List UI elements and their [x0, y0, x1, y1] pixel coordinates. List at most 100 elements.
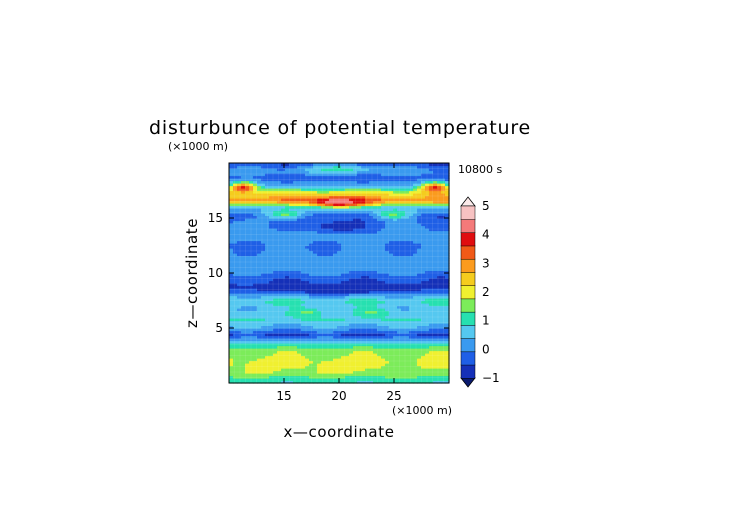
- heatmap-cell: [421, 178, 426, 182]
- heatmap-cell: [269, 313, 274, 317]
- heatmap-cell: [229, 310, 234, 314]
- heatmap-cell: [337, 318, 342, 322]
- heatmap-cell: [237, 188, 242, 192]
- heatmap-cell: [241, 265, 246, 269]
- heatmap-cell: [285, 235, 290, 239]
- heatmap-cell: [433, 333, 438, 337]
- heatmap-cell: [365, 263, 370, 267]
- heatmap-cell: [289, 358, 294, 362]
- heatmap-cell: [333, 173, 338, 177]
- heatmap-cell: [297, 230, 302, 234]
- heatmap-cell: [433, 253, 438, 257]
- heatmap-cell: [261, 168, 266, 172]
- heatmap-cell: [281, 213, 286, 217]
- heatmap-cell: [357, 343, 362, 347]
- heatmap-cell: [365, 165, 370, 169]
- heatmap-cell: [409, 178, 414, 182]
- heatmap-cell: [257, 178, 262, 182]
- heatmap-cell: [341, 165, 346, 169]
- heatmap-cell: [333, 245, 338, 249]
- heatmap-cell: [293, 183, 298, 187]
- heatmap-cell: [413, 285, 418, 289]
- heatmap-cell: [261, 190, 266, 194]
- heatmap-cell: [325, 365, 330, 369]
- heatmap-cell: [329, 305, 334, 309]
- heatmap-cell: [405, 255, 410, 259]
- heatmap-cell: [381, 373, 386, 377]
- heatmap-cell: [425, 215, 430, 219]
- heatmap-cell: [369, 345, 374, 349]
- heatmap-cell: [253, 243, 258, 247]
- heatmap-cell: [445, 163, 450, 167]
- heatmap-cell: [229, 348, 234, 352]
- heatmap-cell: [273, 243, 278, 247]
- heatmap-cell: [405, 165, 410, 169]
- heatmap-cell: [249, 290, 254, 294]
- heatmap-cell: [373, 213, 378, 217]
- heatmap-cell: [433, 295, 438, 299]
- heatmap-cell: [261, 295, 266, 299]
- heatmap-cell: [313, 258, 318, 262]
- heatmap-cell: [353, 180, 358, 184]
- heatmap-cell: [377, 168, 382, 172]
- heatmap-cell: [409, 210, 414, 214]
- heatmap-cell: [413, 175, 418, 179]
- heatmap-cell: [345, 185, 350, 189]
- heatmap-cell: [329, 368, 334, 372]
- heatmap-cell: [373, 230, 378, 234]
- heatmap-cell: [265, 218, 270, 222]
- heatmap-cell: [313, 310, 318, 314]
- heatmap-cell: [257, 173, 262, 177]
- heatmap-cell: [253, 188, 258, 192]
- heatmap-cell: [345, 298, 350, 302]
- heatmap-cell: [237, 355, 242, 359]
- heatmap-cell: [293, 343, 298, 347]
- heatmap-cell: [325, 185, 330, 189]
- heatmap-cell: [357, 190, 362, 194]
- heatmap-cell: [361, 308, 366, 312]
- heatmap-cell: [357, 260, 362, 264]
- heatmap-cell: [305, 248, 310, 252]
- heatmap-cell: [297, 208, 302, 212]
- heatmap-cell: [285, 245, 290, 249]
- heatmap-cell: [445, 235, 450, 239]
- heatmap-cell: [365, 235, 370, 239]
- heatmap-cell: [417, 353, 422, 357]
- heatmap-cell: [397, 303, 402, 307]
- heatmap-cell: [421, 225, 426, 229]
- heatmap-cell: [405, 178, 410, 182]
- heatmap-cell: [321, 335, 326, 339]
- heatmap-cell: [293, 263, 298, 267]
- heatmap-cell: [305, 228, 310, 232]
- heatmap-cell: [369, 358, 374, 362]
- heatmap-cell: [285, 228, 290, 232]
- heatmap-cell: [437, 275, 442, 279]
- heatmap-cell: [345, 323, 350, 327]
- heatmap-cell: [293, 345, 298, 349]
- heatmap-cell: [373, 293, 378, 297]
- heatmap-cell: [329, 223, 334, 227]
- heatmap-cell: [245, 368, 250, 372]
- heatmap-cell: [265, 295, 270, 299]
- heatmap-cell: [377, 213, 382, 217]
- heatmap-cell: [397, 313, 402, 317]
- heatmap-cell: [253, 180, 258, 184]
- heatmap-cell: [289, 315, 294, 319]
- heatmap-cell: [261, 325, 266, 329]
- heatmap-cell: [305, 320, 310, 324]
- heatmap-cell: [385, 363, 390, 367]
- heatmap-cell: [269, 203, 274, 207]
- heatmap-cell: [421, 253, 426, 257]
- heatmap-cell: [445, 193, 450, 197]
- heatmap-cell: [297, 380, 302, 384]
- heatmap-cell: [433, 310, 438, 314]
- heatmap-cell: [389, 293, 394, 297]
- heatmap-cell: [245, 345, 250, 349]
- heatmap-cell: [337, 248, 342, 252]
- heatmap-cell: [253, 210, 258, 214]
- heatmap-cell: [369, 295, 374, 299]
- heatmap-cell: [317, 175, 322, 179]
- heatmap-cell: [285, 315, 290, 319]
- heatmap-cell: [269, 198, 274, 202]
- heatmap-cell: [377, 370, 382, 374]
